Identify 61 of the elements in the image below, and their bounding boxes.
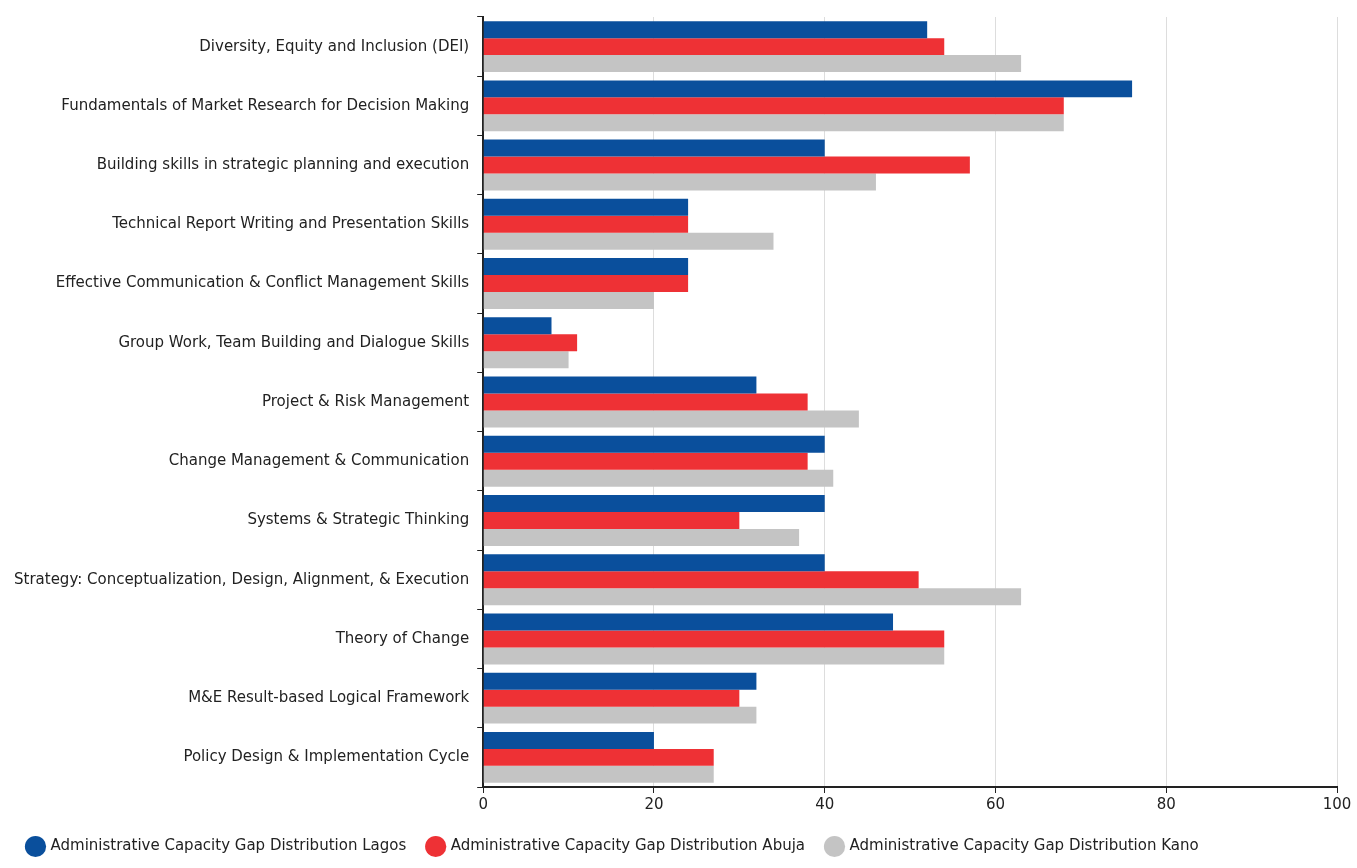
y-tick-label: Policy Design & Implementation Cycle: [183, 747, 470, 766]
bar: [483, 275, 689, 293]
bar: [483, 571, 919, 589]
y-tick-label: Project & Risk Management: [261, 391, 470, 410]
y-tick-label: M&E Result-based Logical Framework: [188, 688, 470, 707]
x-tick-label: 0: [478, 794, 488, 813]
bar: [483, 317, 552, 335]
bar: [483, 114, 1064, 132]
bar: [483, 410, 859, 428]
legend-label: Administrative Capacity Gap Distribution Abuja: [450, 836, 806, 855]
bar: [483, 393, 808, 411]
bar: [483, 613, 894, 631]
bar: [483, 528, 800, 546]
bar: [483, 554, 825, 572]
bar: [483, 55, 1022, 73]
bar: [483, 689, 740, 707]
bar: [483, 706, 757, 724]
legend-label: Administrative Capacity Gap Distribution Kano: [849, 836, 1199, 855]
bar: [483, 139, 825, 157]
x-tick-label: 20: [644, 794, 664, 813]
bar: [483, 469, 834, 487]
bar: [483, 452, 808, 470]
legend-label: Administrative Capacity Gap Distribution Lagos: [50, 836, 407, 855]
y-tick-label: Strategy: Conceptualization, Design, Alignment, & Execution: [13, 569, 470, 588]
bar: [483, 215, 689, 233]
y-tick-label: Fundamentals of Market Research for Decision Making: [61, 95, 470, 114]
bar: [483, 38, 945, 56]
bar: [483, 588, 1022, 606]
bar: [483, 97, 1064, 115]
bar: [483, 173, 876, 191]
y-tick-label: Effective Communication & Conflict Management Skills: [55, 273, 470, 292]
bar: [483, 765, 714, 783]
y-tick-label: Building skills in strategic planning and execution: [96, 154, 470, 173]
x-tick-label: 80: [1156, 794, 1176, 813]
bar: [483, 232, 774, 250]
bar: [483, 351, 569, 369]
y-tick-label: Diversity, Equity and Inclusion (DEI): [199, 36, 470, 55]
bar: [483, 435, 825, 453]
y-tick-label: Group Work, Team Building and Dialogue Skills: [118, 332, 470, 351]
bar: [483, 748, 714, 766]
bar: [483, 258, 689, 276]
bar: [483, 21, 928, 39]
y-tick-label: Change Management & Communication: [168, 451, 470, 470]
bar: [483, 647, 945, 665]
bar: [483, 630, 945, 648]
x-tick-label: 100: [1322, 794, 1352, 813]
bar: [483, 731, 654, 749]
bar: [483, 376, 757, 394]
bar: [483, 156, 970, 174]
y-tick-label: Theory of Change: [334, 628, 470, 647]
bar: [483, 334, 578, 352]
bar: [483, 494, 825, 512]
bar: [483, 198, 689, 216]
y-tick-label: Systems & Strategic Thinking: [247, 510, 470, 529]
bar: [483, 292, 654, 310]
bar: [483, 80, 1133, 98]
y-tick-label: Technical Report Writing and Presentation Skills: [111, 214, 470, 233]
x-tick-label: 40: [815, 794, 835, 813]
bar: [483, 511, 740, 529]
x-tick-label: 60: [985, 794, 1006, 813]
bar: [483, 672, 757, 690]
